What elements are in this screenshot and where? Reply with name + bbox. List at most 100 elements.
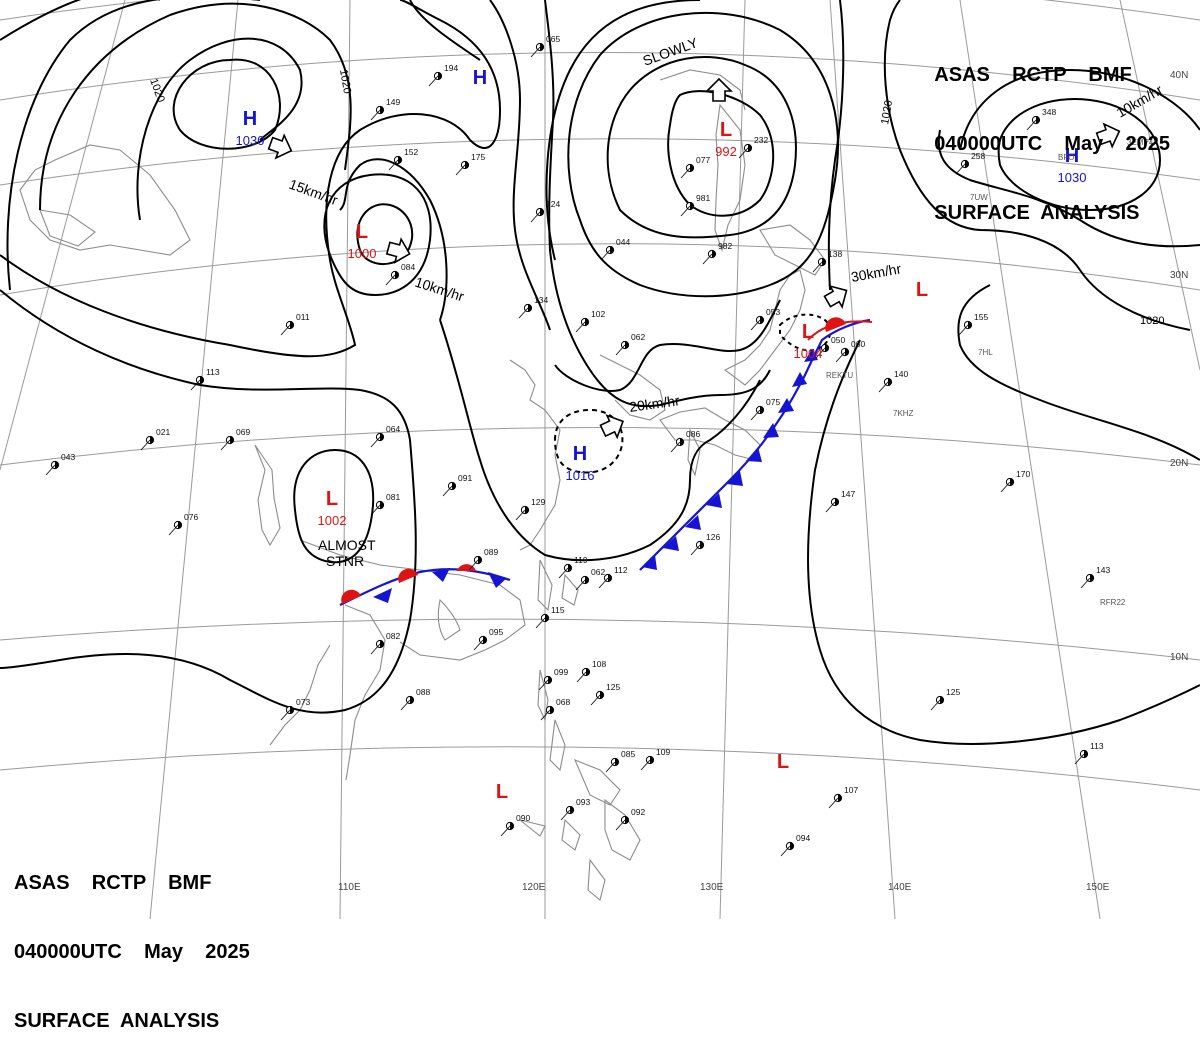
station-cloud-cover	[600, 691, 604, 699]
station-pressure: 108	[592, 659, 606, 669]
header-time: 040000UTC May 2025	[934, 133, 1170, 155]
wind-barb	[1000, 481, 1011, 493]
station-cloud-cover	[438, 72, 442, 80]
station-cloud-cover	[712, 250, 716, 258]
wind-barb	[400, 699, 411, 711]
station-cloud-cover	[290, 321, 294, 329]
front-annotation: ALMOST	[318, 537, 376, 553]
station-pressure: 069	[236, 427, 250, 437]
high-pressure-marker: H	[243, 108, 257, 130]
station-pressure: 076	[184, 512, 198, 522]
station-cloud-cover	[410, 696, 414, 704]
isobar-label: 1020	[879, 99, 895, 125]
wind-barb	[958, 324, 969, 336]
station-cloud-cover	[650, 756, 654, 764]
wind-barb	[560, 809, 571, 821]
wind-barb	[540, 709, 551, 721]
station-pressure: 147	[841, 489, 855, 499]
header-title: SURFACE ANALYSIS	[14, 1010, 220, 1032]
station-cloud-cover	[483, 636, 487, 644]
high-pressure-marker: H	[473, 67, 487, 89]
station-pressure: 073	[296, 697, 310, 707]
wind-barb	[220, 439, 231, 451]
wind-barb	[535, 617, 546, 629]
station-pressure: 088	[416, 687, 430, 697]
movement-arrows	[267, 77, 1121, 440]
pressure-value: 1004	[794, 346, 823, 361]
station-pressure: 107	[844, 785, 858, 795]
station-cloud-cover	[540, 208, 544, 216]
wind-barb	[680, 205, 691, 217]
header-source: ASAS RCTP BMF	[934, 64, 1132, 86]
station-cloud-cover	[570, 806, 574, 814]
station-code: RFR22	[1100, 598, 1126, 607]
station-cloud-cover	[395, 271, 399, 279]
chart-header-top: ASAS RCTP BMF 040000UTC May 2025 SURFACE…	[934, 18, 1170, 248]
station-cloud-cover	[545, 614, 549, 622]
wind-barb	[780, 845, 791, 857]
wind-barb	[815, 347, 826, 359]
wind-barb	[442, 485, 453, 497]
low-pressure-marker: L	[496, 781, 508, 803]
station-cloud-cover	[55, 461, 59, 469]
chart-header-bottom: ASAS RCTP BMF 040000UTC May 2025 SURFACE…	[14, 826, 250, 1056]
station-cloud-cover	[965, 160, 969, 168]
wind-barb	[455, 164, 466, 176]
station-code: 7KHZ	[893, 409, 914, 418]
station-cloud-cover	[888, 378, 892, 386]
station-cloud-cover	[478, 556, 482, 564]
station-pressure: 044	[616, 237, 630, 247]
wind-barb	[825, 501, 836, 513]
lat-label: 30N	[1170, 270, 1188, 281]
station-cloud-cover	[690, 164, 694, 172]
pressure-value: 992	[715, 144, 737, 159]
low-pressure-marker: L	[356, 221, 368, 243]
station-pressure: 175	[471, 152, 485, 162]
station-pressure: 125	[946, 687, 960, 697]
wind-barb	[370, 643, 381, 655]
wind-barb	[828, 797, 839, 809]
station-pressure: 060	[851, 339, 865, 349]
wind-barb	[835, 351, 846, 363]
station-cloud-cover	[510, 822, 514, 830]
station-pressure: 170	[1016, 469, 1030, 479]
wind-barb	[670, 441, 681, 453]
wind-barb	[878, 381, 889, 393]
wind-barb	[955, 163, 966, 175]
wind-barb	[1074, 753, 1085, 765]
pressure-value: 1000	[348, 246, 377, 261]
station-pressure: 125	[606, 682, 620, 692]
station-cloud-cover	[608, 574, 612, 582]
wind-barb	[500, 825, 511, 837]
station-code: BFO	[1058, 153, 1074, 162]
station-cloud-cover	[548, 676, 552, 684]
wind-barb	[190, 379, 201, 391]
lon-label: 120E	[522, 882, 546, 893]
station-pressure: 102	[591, 309, 605, 319]
station-cloud-cover	[790, 842, 794, 850]
station-cloud-cover	[760, 316, 764, 324]
wind-barb	[600, 249, 611, 261]
station-cloud-cover	[680, 438, 684, 446]
station-cloud-cover	[940, 696, 944, 704]
wind-barb	[615, 819, 626, 831]
station-cloud-cover	[825, 344, 829, 352]
station-cloud-cover	[1084, 750, 1088, 758]
station-pressure: 113	[206, 367, 220, 377]
station-pressure: 099	[554, 667, 568, 677]
wind-barb	[750, 319, 761, 331]
station-pressure: 082	[386, 631, 400, 641]
station-pressure: 095	[489, 627, 503, 637]
station-pressure: 152	[404, 147, 418, 157]
station-cloud-cover	[568, 564, 572, 572]
station-pressure: 134	[534, 295, 548, 305]
station-pressure: 126	[706, 532, 720, 542]
isobar-label: 1020	[1140, 315, 1164, 327]
station-cloud-cover	[610, 246, 614, 254]
station-cloud-cover	[760, 406, 764, 414]
wind-barb	[690, 544, 701, 556]
station-cloud-cover	[398, 156, 402, 164]
station-pressure: 089	[484, 547, 498, 557]
station-cloud-cover	[178, 521, 182, 529]
station-cloud-cover	[465, 161, 469, 169]
